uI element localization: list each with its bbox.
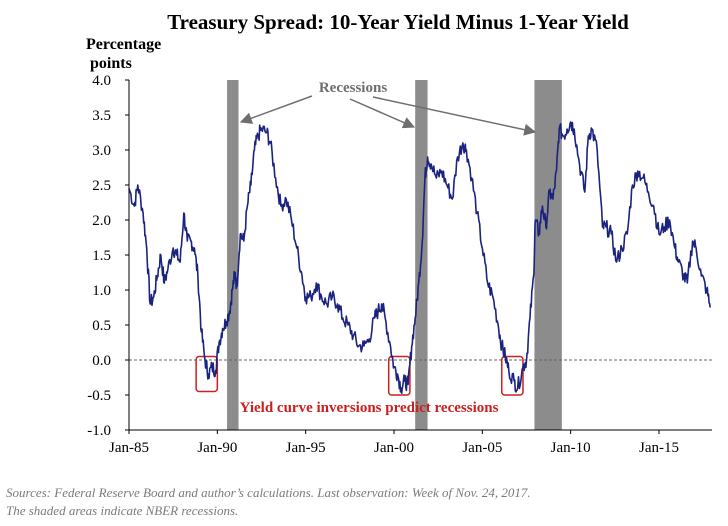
spread-series-line — [128, 121, 711, 394]
source-caption: Sources: Federal Reserve Board and autho… — [6, 485, 531, 500]
x-tick-label: Jan-95 — [286, 440, 326, 456]
x-tick-label: Jan-85 — [109, 440, 149, 456]
y-tick-label: 2.0 — [92, 213, 111, 229]
recession-arrow-2 — [349, 98, 416, 129]
x-tick-label: Jan-90 — [197, 440, 237, 456]
y-axis-label-line2: points — [90, 55, 132, 72]
x-tick-label: Jan-15 — [639, 440, 679, 456]
inversion-box-3 — [501, 355, 524, 396]
y-tick-label: -1.0 — [87, 423, 111, 439]
y-tick-label: 0.0 — [92, 353, 111, 369]
y-tick-label: 2.5 — [92, 178, 111, 194]
y-tick-label: 3.0 — [92, 143, 111, 159]
recession-arrow-1 — [239, 95, 313, 124]
y-tick-label: 3.5 — [92, 108, 111, 124]
chart-title: Treasury Spread: 10-Year Yield Minus 1-Y… — [167, 10, 629, 34]
recessions-label: Recessions — [319, 80, 387, 96]
note-caption: The shaded areas indicate NBER recession… — [6, 503, 239, 518]
y-axis-label-line1: Percentage — [86, 36, 161, 53]
y-tick-label: -0.5 — [87, 388, 111, 404]
recession-band-1 — [227, 80, 239, 430]
recession-arrow-3 — [372, 96, 537, 136]
y-tick-label: 0.5 — [92, 318, 111, 334]
recession-bands — [227, 80, 562, 430]
inversion-box-1 — [195, 355, 219, 393]
x-tick-label: Jan-00 — [374, 440, 414, 456]
inversion-label: Yield curve inversions predict recession… — [240, 400, 499, 416]
x-axis-ticks: Jan-85 Jan-90 Jan-95 Jan-00 Jan-05 Jan-10 Jan-… — [109, 430, 679, 456]
y-tick-label: 4.0 — [92, 73, 111, 89]
inversion-box-2 — [387, 355, 411, 396]
recession-band-3 — [534, 80, 562, 430]
y-tick-label: 1.0 — [92, 283, 111, 299]
x-tick-label: Jan-05 — [462, 440, 502, 456]
y-axis-ticks: 4.0 3.5 3.0 2.5 2.0 1.5 1.0 0.5 0.0 -0.5 -1.0 — [87, 73, 129, 439]
inversion-boxes — [195, 355, 524, 396]
y-tick-label: 1.5 — [92, 248, 111, 264]
x-tick-label: Jan-10 — [551, 440, 591, 456]
